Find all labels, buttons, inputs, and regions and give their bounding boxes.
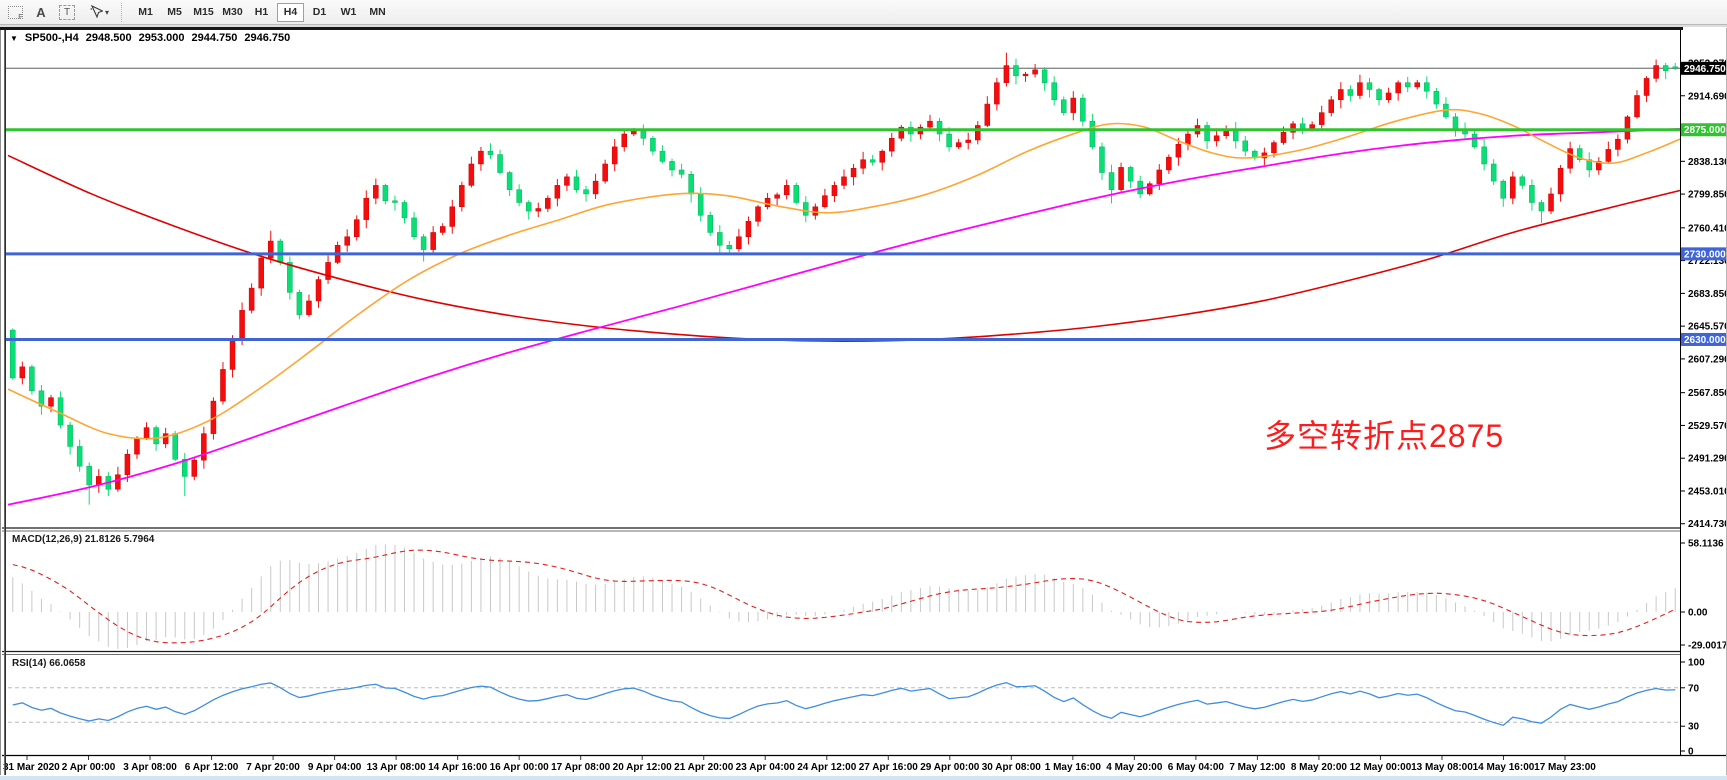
svg-text:2630.000: 2630.000	[1684, 335, 1726, 346]
svg-text:27 Apr 16:00: 27 Apr 16:00	[859, 762, 919, 773]
svg-text:23 Apr 04:00: 23 Apr 04:00	[736, 762, 796, 773]
toolbar: F A T ▾ M1 M5 M15 M30 H1 H4 D1 W1 MN	[0, 0, 1727, 25]
price-axis: 2952.9702914.6902838.1302799.8502760.410…	[1680, 30, 1727, 758]
svg-text:2946.750: 2946.750	[1684, 64, 1726, 75]
svg-text:13 May 08:00: 13 May 08:00	[1411, 762, 1473, 773]
font-a-icon[interactable]: A	[30, 3, 52, 22]
svg-text:24 Apr 12:00: 24 Apr 12:00	[797, 762, 857, 773]
ohlc-open: 2948.500	[85, 32, 132, 44]
svg-text:2722.130: 2722.130	[1688, 256, 1727, 267]
rsi-line	[12, 681, 1676, 727]
timeframe-button-m30[interactable]: M30	[222, 6, 243, 18]
time-axis: 31 Mar 2020 2 Apr 00:00 3 Apr 08:00 6 Apr 1…	[0, 754, 1727, 773]
svg-text:13 Apr 08:00: 13 Apr 08:00	[367, 762, 427, 773]
text-label-icon[interactable]: T	[56, 3, 78, 22]
a-glyph: A	[36, 4, 46, 20]
toolbar-separator	[121, 2, 126, 22]
timeframe-button-h4[interactable]: H4	[277, 2, 304, 22]
svg-text:0: 0	[1688, 747, 1694, 758]
timeframe-button-h1[interactable]: H1	[254, 6, 269, 18]
grid-glyph: F	[7, 5, 23, 21]
rsi-levels	[8, 687, 1680, 723]
svg-text:1 May 16:00: 1 May 16:00	[1045, 762, 1102, 773]
rsi-label: RSI(14) 66.0658	[12, 658, 86, 669]
ma-mid-magenta	[7, 127, 1681, 506]
svg-text:3 Apr 08:00: 3 Apr 08:00	[123, 762, 177, 773]
svg-text:20 Apr 12:00: 20 Apr 12:00	[613, 762, 673, 773]
svg-text:2914.690: 2914.690	[1688, 91, 1727, 102]
svg-text:17 May 23:00: 17 May 23:00	[1534, 762, 1596, 773]
timeframe-button-mn[interactable]: MN	[369, 6, 386, 18]
svg-text:12 May 00:00: 12 May 00:00	[1350, 762, 1412, 773]
svg-text:2491.290: 2491.290	[1688, 454, 1727, 465]
cursor-tool-icon[interactable]: ▾	[82, 3, 116, 22]
svg-text:14 Apr 16:00: 14 Apr 16:00	[428, 762, 488, 773]
chart-title: ▼ SP500-,H4 2948.500 2953.000 2944.750 2…	[10, 32, 290, 44]
svg-text:2567.850: 2567.850	[1688, 388, 1727, 399]
svg-text:30: 30	[1688, 722, 1700, 733]
svg-text:6 May 04:00: 6 May 04:00	[1168, 762, 1225, 773]
symbol-timeframe: SP500-,H4	[24, 32, 79, 44]
chevron-down-icon: ▾	[104, 7, 109, 17]
chart-annotation-text[interactable]: 多空转折点2875	[1264, 418, 1505, 454]
svg-text:2683.850: 2683.850	[1688, 289, 1727, 300]
svg-text:7 May 12:00: 7 May 12:00	[1229, 762, 1286, 773]
dotted-grid-f-icon[interactable]: F	[4, 3, 26, 22]
svg-text:29 Apr 00:00: 29 Apr 00:00	[920, 762, 980, 773]
timeframe-button-m5[interactable]: M5	[167, 6, 182, 18]
svg-text:7 Apr 20:00: 7 Apr 20:00	[246, 762, 300, 773]
svg-text:9 Apr 04:00: 9 Apr 04:00	[308, 762, 362, 773]
timeframe-group: M1 M5 M15 M30 H1 H4 D1 W1 MN	[131, 2, 392, 22]
svg-text:2453.010: 2453.010	[1688, 486, 1727, 497]
svg-text:2414.730: 2414.730	[1688, 519, 1727, 530]
svg-text:14 May 16:00: 14 May 16:00	[1473, 762, 1535, 773]
horizontal-lines	[6, 128, 1680, 341]
svg-text:0.00: 0.00	[1688, 608, 1708, 619]
svg-text:2838.130: 2838.130	[1688, 157, 1727, 168]
timeframe-button-w1[interactable]: W1	[340, 6, 357, 18]
svg-text:21 Apr 20:00: 21 Apr 20:00	[674, 762, 734, 773]
window-frame-line	[0, 25, 1727, 27]
macd-signal-line	[12, 549, 1676, 644]
timeframe-button-m1[interactable]: M1	[138, 6, 153, 18]
chart-top-border	[0, 27, 1683, 30]
svg-text:2799.850: 2799.850	[1688, 190, 1727, 201]
timeframe-button-m15[interactable]: M15	[193, 6, 214, 18]
svg-text:2 Apr 00:00: 2 Apr 00:00	[62, 762, 116, 773]
moving-average-lines	[7, 108, 1681, 506]
ma-slow-red	[7, 154, 1681, 342]
svg-text:-29.0017: -29.0017	[1688, 641, 1727, 652]
ohlc-close: 2946.750	[244, 32, 291, 44]
svg-text:2607.290: 2607.290	[1688, 354, 1727, 365]
svg-text:2730.000: 2730.000	[1684, 249, 1726, 260]
svg-text:30 Apr 08:00: 30 Apr 08:00	[982, 762, 1042, 773]
t-glyph: T	[59, 4, 75, 20]
ohlc-low: 2944.750	[191, 32, 238, 44]
svg-text:70: 70	[1688, 683, 1700, 694]
collapse-triangle-icon[interactable]: ▼	[10, 33, 18, 43]
svg-text:2529.570: 2529.570	[1688, 421, 1727, 432]
svg-text:31 Mar 2020: 31 Mar 2020	[3, 762, 60, 773]
svg-text:2875.000: 2875.000	[1684, 125, 1726, 136]
svg-text:2645.570: 2645.570	[1688, 322, 1727, 333]
svg-text:4 May 20:00: 4 May 20:00	[1106, 762, 1163, 773]
macd-label: MACD(12,26,9) 21.8126 5.7964	[12, 534, 155, 545]
svg-text:100: 100	[1688, 658, 1705, 669]
cursor-arrow-glyph	[90, 5, 103, 19]
timeframe-button-d1[interactable]: D1	[312, 6, 327, 18]
svg-text:58.1136: 58.1136	[1688, 539, 1724, 550]
svg-text:8 May 20:00: 8 May 20:00	[1291, 762, 1348, 773]
ohlc-high: 2953.000	[138, 32, 185, 44]
ma-fast-orange	[7, 108, 1681, 440]
svg-text:16 Apr 00:00: 16 Apr 00:00	[490, 762, 550, 773]
svg-text:6 Apr 12:00: 6 Apr 12:00	[185, 762, 239, 773]
svg-text:2760.410: 2760.410	[1688, 223, 1727, 234]
svg-text:17 Apr 08:00: 17 Apr 08:00	[551, 762, 611, 773]
